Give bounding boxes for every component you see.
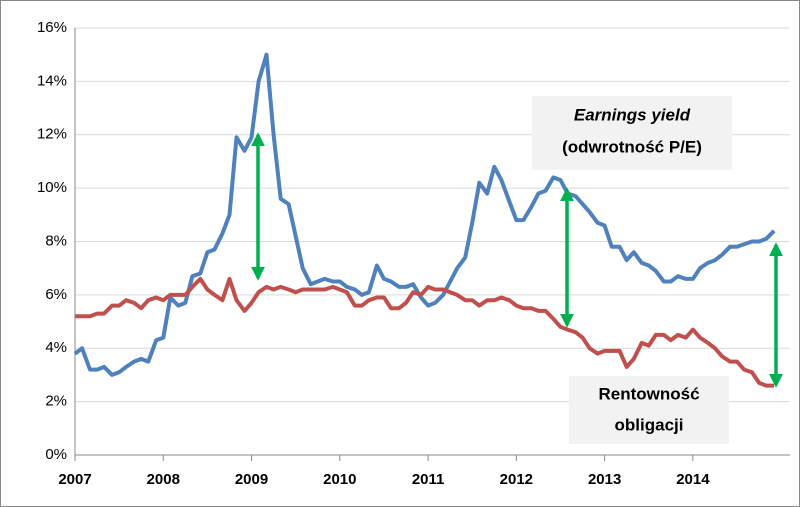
arrows <box>251 132 783 388</box>
y-tick-label: 2% <box>45 393 67 410</box>
y-tick-label: 8% <box>45 232 67 249</box>
x-tick-label: 2014 <box>676 471 710 488</box>
y-tick-label: 6% <box>45 286 67 303</box>
series-line <box>73 52 776 377</box>
y-tick-label: 16% <box>37 19 67 36</box>
x-tick-label: 2009 <box>235 471 268 488</box>
y-tick-label: 0% <box>45 446 67 463</box>
annotation: Earnings yield <box>574 105 691 124</box>
annotation: Rentowność <box>598 384 699 403</box>
y-tick-label: 12% <box>37 126 67 143</box>
y-tick-label: 4% <box>45 339 67 356</box>
x-tick-label: 2013 <box>588 471 621 488</box>
x-tick-label: 2011 <box>412 471 445 488</box>
annotation-box <box>569 376 729 444</box>
annotation: obligacji <box>615 415 684 434</box>
y-tick-label: 14% <box>37 72 67 89</box>
x-tick-label: 2008 <box>147 471 180 488</box>
annotation-box <box>532 96 732 170</box>
y-tick-label: 10% <box>37 179 67 196</box>
series-line <box>75 276 775 388</box>
x-tick-label: 2010 <box>323 471 356 488</box>
lines <box>73 52 776 388</box>
annotation: (odwrotność P/E) <box>562 137 702 156</box>
x-tick-label: 2012 <box>500 471 533 488</box>
x-tick-label: 2007 <box>58 471 91 488</box>
